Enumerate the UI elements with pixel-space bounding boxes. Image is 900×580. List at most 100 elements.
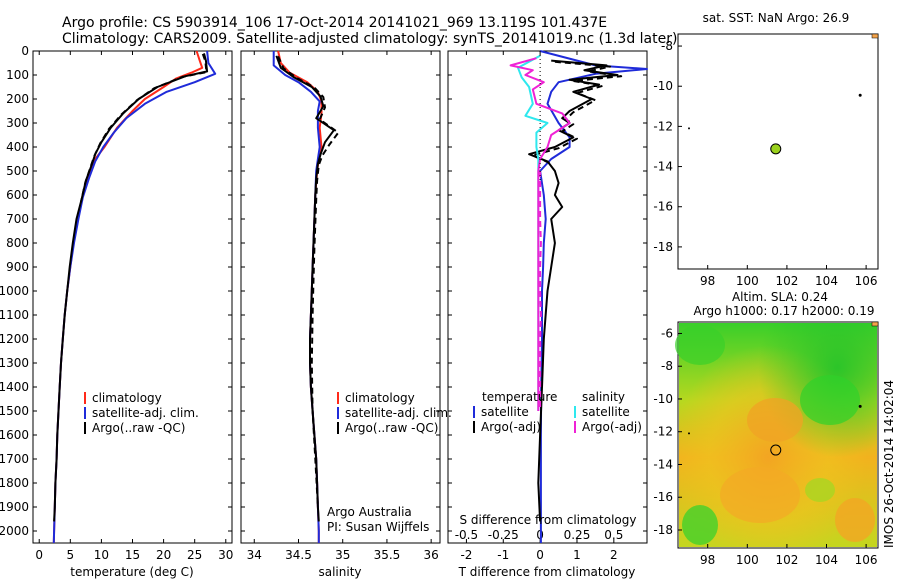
depth-tick-label: 1500 (0, 404, 29, 418)
difference-series-t-satellite (539, 50, 648, 543)
legend-label-climatology: climatology (345, 391, 415, 405)
axis-ticks: 0100200300400500600700800900100011001200… (0, 39, 878, 567)
x-tick-label: 0 (35, 548, 43, 562)
legend-label-t-argo: Argo(-adj) (481, 420, 541, 434)
sla-heatmap-blob (682, 505, 718, 545)
legend-label-climatology: climatology (92, 391, 162, 405)
temperature-series-argo-dashed (79, 53, 208, 203)
sla-map-landmass (871, 321, 879, 327)
sla-map-island (688, 432, 690, 435)
legend-label-satellite: satellite-adj. clim. (345, 406, 452, 420)
depth-tick-label: 1100 (0, 308, 29, 322)
depth-tick-label: 500 (6, 164, 29, 178)
x-top-tick-label: -0.25 (488, 528, 519, 542)
sla-map-y-tick-label: -18 (653, 523, 673, 537)
legend-label-argo: Argo(..raw -QC) (92, 421, 185, 435)
sla-heatmap-blob (675, 325, 725, 365)
sla-heatmap-blob (805, 478, 835, 502)
salinity-series-argo (275, 55, 335, 522)
x-tick-label: 0 (536, 548, 544, 562)
depth-tick-label: 1600 (0, 428, 29, 442)
salinity-panel-frame (240, 50, 441, 544)
sst-map-landmass (871, 33, 879, 39)
difference-xlabel: T difference from climatology (458, 565, 636, 579)
depth-tick-label: 700 (6, 212, 29, 226)
x-tick-label: 30 (218, 548, 233, 562)
sla-heatmap-blob (835, 498, 875, 542)
sla-map-x-tick-label: 98 (700, 553, 715, 567)
temperature-xlabel: temperature (deg C) (70, 565, 193, 579)
sst-map-y-tick-label: -10 (653, 79, 673, 93)
depth-tick-label: 600 (6, 188, 29, 202)
sla-map-subtitle: Argo h1000: 0.17 h2000: 0.19 (694, 304, 875, 318)
sst-map-island (858, 93, 862, 97)
depth-tick-label: 800 (6, 236, 29, 250)
x-tick-label: 34.5 (285, 548, 312, 562)
sla-map-x-tick-label: 102 (775, 553, 798, 567)
depth-tick-label: 1800 (0, 476, 29, 490)
series-lines (52, 50, 648, 544)
sla-heatmap-blob (720, 467, 800, 523)
sst-map-x-tick-label: 104 (815, 274, 838, 288)
depth-tick-label: 0 (21, 44, 29, 58)
depth-tick-label: 200 (6, 92, 29, 106)
x-tick-label: 15 (125, 548, 140, 562)
x-top-tick-label: 0.5 (604, 528, 623, 542)
temperature-series-argo (53, 53, 209, 522)
difference-panel-frame (447, 50, 648, 544)
temperature-series-satellite-adj-clim- (52, 50, 217, 544)
sla-map-x-tick-label: 104 (815, 553, 838, 567)
salinity-xlabel: salinity (318, 565, 361, 579)
sst-map-y-tick-label: -12 (653, 119, 673, 133)
difference-series-t-argo-dashed (531, 60, 623, 165)
sst-map-island (688, 127, 690, 130)
x-tick-label: -1 (497, 548, 509, 562)
x-tick-label: 36 (424, 548, 439, 562)
sst-map-y-tick-label: -14 (653, 160, 673, 174)
difference-series-s-argo (509, 57, 571, 411)
x-tick-label: 35 (335, 548, 350, 562)
legend-label-s-satellite: satellite (582, 405, 630, 419)
sla-heatmap (675, 323, 877, 547)
legend-label-t-satellite: satellite (481, 405, 529, 419)
header-line-1: Argo profile: CS 5903914_106 17-Oct-2014… (62, 15, 607, 31)
legend-label-argo: Argo(..raw -QC) (345, 421, 438, 435)
temperature-legend: climatology satellite-adj. clim. Argo(..… (84, 391, 199, 435)
map-markers (688, 33, 879, 456)
credit-institution: Argo Australia (327, 505, 412, 519)
x-tick-label: 5 (66, 548, 74, 562)
sst-map-y-tick-label: -18 (653, 240, 673, 254)
sst-map-x-tick-label: 98 (700, 274, 715, 288)
sst-map-x-tick-label: 100 (736, 274, 759, 288)
x-tick-label: -2 (460, 548, 472, 562)
footer-stamp: IMOS 26-Oct-2014 14:02:04 (882, 380, 896, 548)
legend-header-salinity: salinity (582, 390, 625, 404)
depth-tick-label: 2000 (0, 524, 29, 538)
x-tick-label: 20 (156, 548, 171, 562)
sla-map-y-tick-label: -10 (653, 392, 673, 406)
sla-map-argo-position (770, 444, 782, 456)
depth-tick-label: 1900 (0, 500, 29, 514)
x-tick-label: 25 (187, 548, 202, 562)
sst-map-frame (677, 33, 879, 270)
sla-map-x-tick-label: 106 (855, 553, 878, 567)
sst-map-y-tick-label: -16 (653, 200, 673, 214)
sla-map-y-tick-label: -12 (653, 425, 673, 439)
x-tick-label: 34 (247, 548, 262, 562)
temperature-series-climatology (52, 50, 204, 544)
sla-map-x-tick-label: 100 (736, 553, 759, 567)
sst-map-argo-position (770, 143, 782, 155)
difference-xlabel-top: S difference from climatology (460, 513, 637, 527)
sst-map-x-tick-label: 106 (855, 274, 878, 288)
depth-tick-label: 1400 (0, 380, 29, 394)
header-line-2: Climatology: CARS2009. Satellite-adjuste… (62, 31, 677, 47)
credit-pi: PI: Susan Wijffels (327, 520, 429, 534)
depth-tick-label: 1700 (0, 452, 29, 466)
difference-series-s-argo-dashed (539, 171, 542, 411)
depth-tick-label: 1200 (0, 332, 29, 346)
salinity-series-satellite-adj-clim- (272, 51, 321, 543)
x-top-tick-label: -0.5 (455, 528, 478, 542)
depth-tick-label: 1000 (0, 284, 29, 298)
legend-header-temperature: temperature (482, 390, 557, 404)
sla-map-y-tick-label: -14 (653, 457, 673, 471)
